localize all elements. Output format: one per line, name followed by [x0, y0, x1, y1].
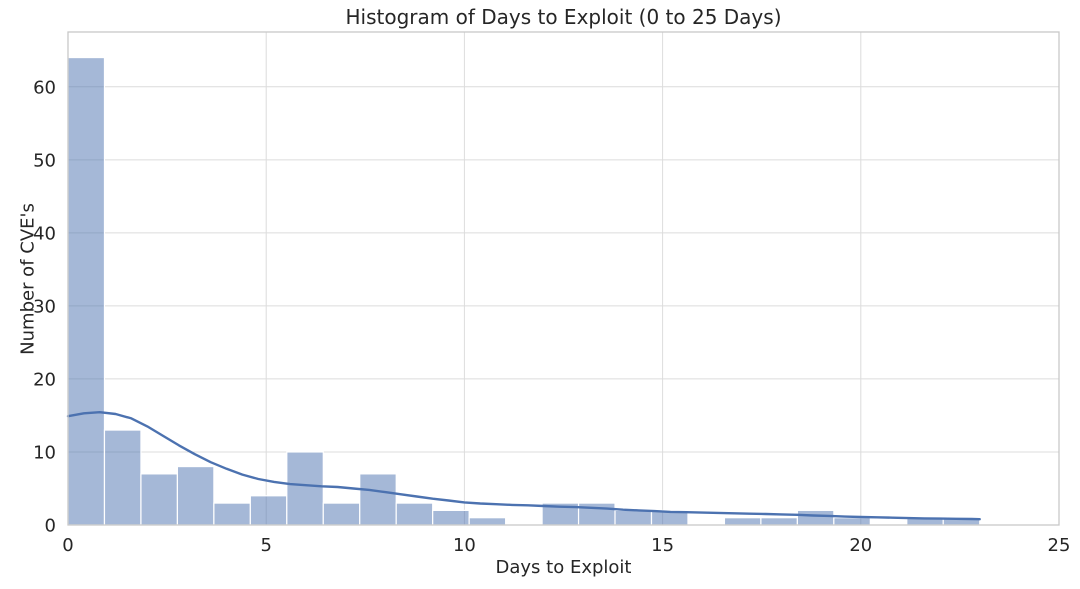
histogram-bar [176, 465, 215, 526]
histogram-bar [723, 517, 762, 526]
chart-title: Histogram of Days to Exploit (0 to 25 Da… [345, 5, 782, 29]
histogram-bar [395, 502, 434, 526]
histogram-bar [249, 495, 288, 526]
histogram-bar [140, 473, 179, 526]
x-tick-label: 15 [651, 535, 674, 556]
histogram-bar [103, 429, 142, 526]
x-tick-label: 25 [1048, 535, 1071, 556]
plot-border [67, 31, 1060, 526]
x-tick-label: 20 [849, 535, 872, 556]
x-axis-label: Days to Exploit [495, 557, 632, 578]
histogram-bar [468, 517, 507, 526]
histogram-bar [322, 502, 361, 526]
histogram-bar [796, 509, 835, 526]
histogram-bar [286, 451, 324, 526]
histogram-bar [760, 517, 798, 526]
y-tick-label: 10 [33, 442, 56, 463]
histogram-bar [213, 502, 251, 526]
y-tick-label: 40 [33, 223, 56, 244]
histogram-bar [67, 56, 106, 526]
histogram-bar [833, 517, 871, 526]
y-tick-label: 30 [33, 296, 56, 317]
kde-curve [66, 411, 981, 521]
histogram-bar [359, 473, 397, 526]
histogram-bar [432, 509, 470, 526]
x-tick-label: 5 [260, 535, 271, 556]
x-tick-label: 10 [453, 535, 476, 556]
x-tick-label: 0 [62, 535, 73, 556]
y-tick-label: 0 [45, 516, 56, 537]
histogram-bar [614, 509, 653, 526]
y-tick-label: 60 [33, 77, 56, 98]
y-tick-label: 50 [33, 150, 56, 171]
y-tick-label: 20 [33, 369, 56, 390]
